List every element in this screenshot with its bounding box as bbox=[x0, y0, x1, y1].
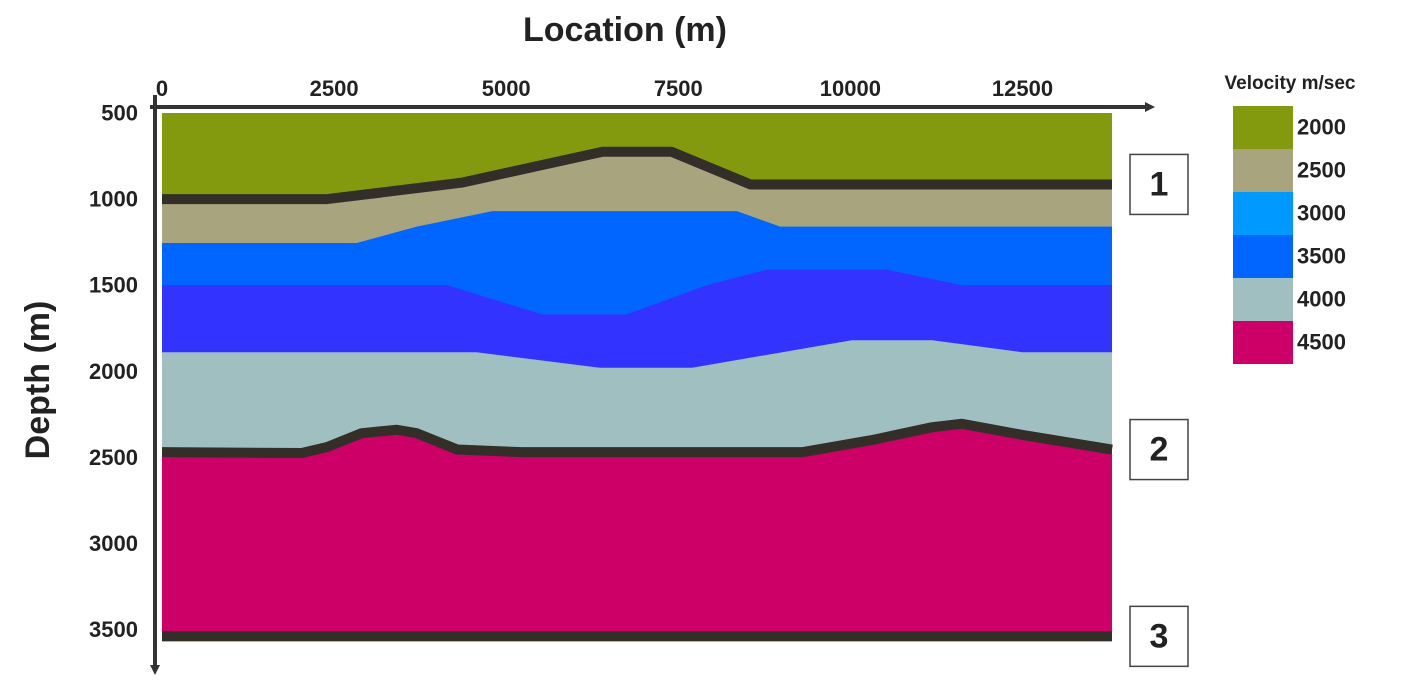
x-tick-label: 7500 bbox=[654, 76, 703, 101]
chart-title: Location (m) bbox=[523, 11, 727, 49]
layer bbox=[162, 423, 1112, 637]
legend-swatch bbox=[1233, 192, 1293, 235]
legend-label: 4500 bbox=[1297, 329, 1346, 354]
horizon-label: 1 bbox=[1150, 165, 1169, 203]
legend-swatch bbox=[1233, 321, 1293, 364]
horizon bbox=[162, 146, 1112, 205]
legend-swatch bbox=[1233, 235, 1293, 278]
y-tick-label: 3500 bbox=[89, 617, 138, 642]
y-axis-label: Depth (m) bbox=[19, 301, 57, 460]
horizon-box bbox=[1129, 153, 1189, 216]
y-tick-label: 1500 bbox=[89, 273, 138, 298]
x-tick-label: 5000 bbox=[482, 76, 531, 101]
horizon-box bbox=[1129, 418, 1189, 481]
x-tick-label: 2500 bbox=[310, 76, 359, 101]
legend-swatch bbox=[1233, 149, 1293, 192]
horizon-label: 3 bbox=[1150, 617, 1169, 655]
y-tick-label: 2500 bbox=[89, 445, 138, 470]
legend-label: 3000 bbox=[1297, 200, 1346, 225]
horizon bbox=[161, 418, 1113, 458]
legend-swatch bbox=[1233, 106, 1293, 149]
y-tick-label: 3000 bbox=[89, 531, 138, 556]
legend-label: 2500 bbox=[1297, 157, 1346, 182]
legend-swatch bbox=[1233, 278, 1293, 321]
legend-label: 2000 bbox=[1297, 114, 1346, 139]
y-tick-label: 2000 bbox=[89, 359, 138, 384]
legend-label: 4000 bbox=[1297, 286, 1346, 311]
x-tick-label: 12500 bbox=[992, 76, 1053, 101]
x-tick-label: 10000 bbox=[820, 76, 881, 101]
legend-title: Velocity m/sec bbox=[1225, 73, 1356, 94]
plot bbox=[161, 113, 1113, 642]
horizon-label: 2 bbox=[1150, 431, 1169, 469]
y-tick-label: 500 bbox=[101, 101, 138, 126]
horizon-box bbox=[1129, 605, 1189, 668]
x-tick-label: 0 bbox=[156, 76, 168, 101]
y-tick-label: 1000 bbox=[89, 187, 138, 212]
legend-label: 3500 bbox=[1297, 243, 1346, 268]
